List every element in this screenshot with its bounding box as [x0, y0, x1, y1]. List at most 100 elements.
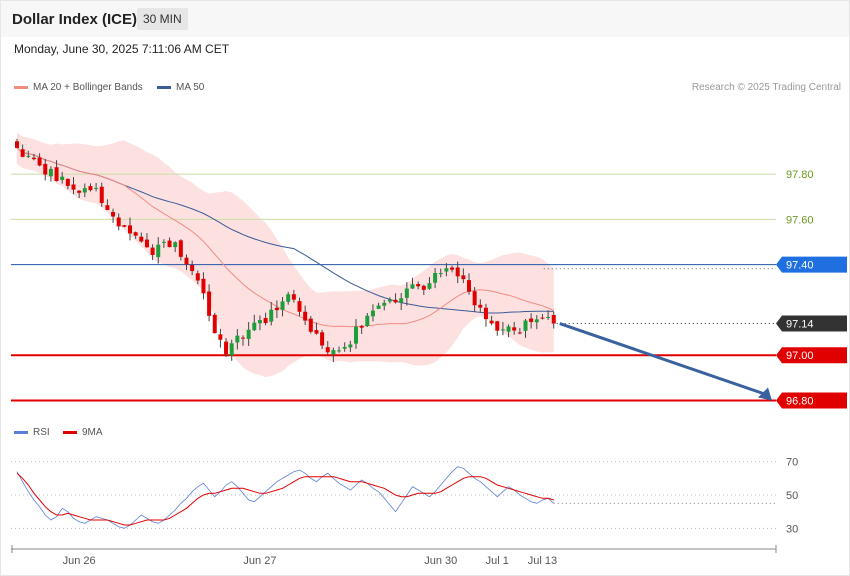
candle-body-83: [483, 307, 488, 320]
candle-body-68: [399, 298, 404, 303]
x-tick-label-3: Jul 1: [486, 555, 509, 567]
candle-body-37: [224, 341, 229, 355]
candle-body-44: [263, 318, 268, 324]
level-label-5: 96.80: [786, 395, 814, 407]
rsi-ma-line: [16, 472, 554, 526]
candle-body-32: [195, 273, 200, 281]
candle-body-92: [534, 319, 539, 323]
forecast-arrow-head: [758, 387, 772, 401]
candle-body-34: [207, 291, 212, 316]
candle-body-65: [382, 302, 387, 306]
candle-body-51: [303, 311, 308, 321]
candle-body-64: [376, 305, 381, 309]
level-tag-3: [776, 315, 847, 332]
candle-body-56: [331, 350, 336, 355]
rsi-swatch: [14, 430, 28, 434]
candle-body-89: [517, 332, 522, 334]
candle-body-8: [60, 176, 65, 180]
candle-body-62: [365, 315, 370, 326]
level-tag-4: [776, 347, 847, 364]
candle-body-48: [286, 294, 291, 302]
candle-body-30: [184, 257, 189, 265]
level-tag-2: [776, 256, 847, 273]
candle-body-58: [342, 346, 347, 349]
candle-body-67: [393, 299, 398, 303]
candle-body-59: [348, 344, 353, 348]
candle-body-69: [404, 288, 409, 298]
header-bar: Dollar Index (ICE) 30 MIN: [1, 1, 849, 37]
candle-body-16: [105, 205, 110, 211]
candle-body-71: [416, 284, 421, 287]
candle-body-2: [26, 155, 31, 157]
candle-body-22: [139, 236, 144, 242]
candle-body-18: [116, 217, 121, 227]
candle-body-5: [43, 163, 48, 175]
level-label-2: 97.40: [786, 260, 814, 272]
timestamp: Monday, June 30, 2025 7:11:06 AM CET: [14, 42, 230, 56]
candle-body-95: [551, 315, 556, 324]
candle-body-20: [128, 225, 132, 234]
rsi-line: [16, 466, 555, 529]
legend-ma20: MA 20 + Bollinger Bands: [14, 82, 143, 93]
candle-body-78: [455, 267, 460, 277]
candle-body-43: [257, 320, 262, 324]
candle-body-61: [359, 326, 364, 328]
candle-body-26: [161, 241, 166, 243]
candle-body-82: [478, 304, 483, 308]
candle-body-54: [320, 332, 325, 346]
candle-body-36: [218, 334, 223, 340]
candle-body-21: [133, 232, 138, 236]
candle-body-15: [99, 186, 104, 203]
candle-body-80: [467, 280, 471, 292]
ma9-swatch: [63, 430, 77, 434]
candle-body-38: [229, 343, 234, 356]
candle-body-81: [472, 291, 477, 306]
candle-body-3: [31, 157, 36, 160]
candle-body-42: [252, 322, 257, 331]
candle-body-55: [325, 347, 330, 353]
candle-body-31: [190, 264, 195, 272]
candle-body-11: [77, 190, 82, 193]
candle-body-73: [427, 283, 432, 289]
candle-body-12: [82, 188, 87, 193]
candle-body-91: [529, 318, 534, 323]
candle-body-79: [461, 275, 466, 280]
legend-rsi: RSI: [14, 427, 50, 438]
candle-body-41: [246, 329, 251, 339]
candle-body-77: [450, 267, 455, 270]
level-label-0: 97.80: [786, 169, 814, 181]
candle-body-45: [269, 309, 274, 322]
candle-body-85: [495, 321, 500, 331]
legend-9ma: 9MA: [63, 427, 103, 438]
candle-body-52: [308, 318, 313, 332]
ma50-swatch: [157, 85, 171, 89]
candle-body-86: [500, 329, 505, 331]
candle-body-88: [512, 327, 517, 331]
credit-text: Research © 2025 Trading Central: [691, 82, 841, 93]
candle-body-27: [167, 240, 172, 248]
ma20-swatch: [14, 85, 28, 89]
rsi-tick-0: 70: [786, 457, 798, 469]
candle-body-50: [297, 301, 302, 312]
candle-body-25: [156, 244, 161, 258]
candle-body-60: [354, 326, 358, 344]
candle-body-40: [241, 337, 245, 339]
candle-body-33: [201, 278, 206, 294]
legend-ma20-label: MA 20 + Bollinger Bands: [33, 82, 143, 93]
candle-body-94: [546, 317, 551, 319]
candle-body-39: [235, 335, 240, 343]
level-label-4: 97.00: [786, 350, 814, 362]
candle-body-70: [410, 284, 415, 289]
candle-body-23: [144, 239, 149, 248]
candle-body-24: [150, 247, 155, 255]
candle-body-10: [71, 184, 76, 190]
timeframe-button[interactable]: 30 MIN: [137, 8, 188, 30]
candle-body-28: [173, 242, 178, 248]
candle-body-90: [523, 320, 528, 331]
candle-body-29: [178, 240, 183, 257]
rsi-tick-1: 50: [786, 490, 798, 502]
instrument-title: Dollar Index (ICE): [12, 11, 138, 28]
forecast-arrow-shaft: [559, 322, 767, 396]
